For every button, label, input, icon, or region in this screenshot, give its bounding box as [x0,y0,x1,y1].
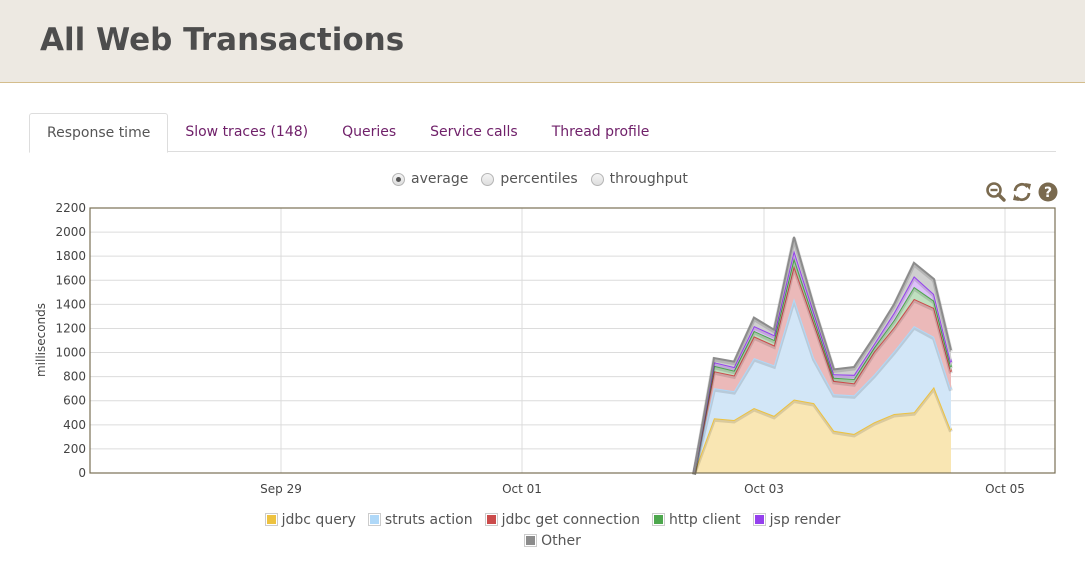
struts-action-area [694,298,951,473]
refresh-icon[interactable] [1011,181,1033,203]
tab-slow-traces[interactable]: Slow traces (148) [185,124,309,140]
legend-item-jdbc-get-connection[interactable]: jdbc get connection [484,511,640,528]
y-tick-label: 0 [78,466,86,480]
radio-button-icon[interactable] [590,172,604,186]
plot-border [89,207,1056,474]
legend-label: http client [669,511,741,528]
chart-legend: jdbc query struts action jdbc get connecti… [0,509,1085,551]
radio-button-icon[interactable] [481,172,495,186]
y-tick-label: 1600 [55,273,86,287]
y-tick-label: 200 [63,442,86,456]
legend-swatch-icon [652,513,665,526]
y-tick-label: 1200 [55,321,86,335]
radio-button-checked-icon[interactable] [392,172,405,186]
legend-item-jsp-render[interactable]: jsp render [752,511,841,528]
legend-item-http-client[interactable]: http client [652,512,741,528]
help-icon[interactable]: ? [1037,181,1059,203]
page-title: All Web Transactions [40,22,405,58]
tab-thread-profile[interactable]: Thread profile [551,124,650,140]
legend-label: jdbc query [281,511,356,528]
legend-swatch-icon [264,513,278,526]
zoom-out-icon[interactable] [985,181,1007,203]
y-tick-label: 1400 [55,297,86,311]
radio-percentiles[interactable]: percentiles [481,171,578,187]
legend-swatch-icon [367,513,381,526]
tab-bar: Response time Slow traces (148) Queries … [29,113,1056,153]
legend-swatch-icon [524,534,538,547]
y-tick-label: 800 [63,370,86,384]
radio-label: average [411,171,469,187]
legend-swatch-icon [752,513,766,526]
chart-axes: 0 200 400 600 800 1000 1200 1400 1600 1800 2000 220… [55,201,1056,496]
svg-text:?: ? [1044,185,1052,201]
legend-label: jsp render [769,511,841,528]
jdbc-query-area [694,386,951,473]
y-tick-label: 1800 [55,249,86,263]
radio-average[interactable]: average [392,171,468,187]
other-line [693,236,952,474]
legend-label: Other [541,532,581,549]
x-tick-label: Sep 29 [260,482,302,496]
x-tick-label: Oct 01 [502,482,542,496]
y-tick-label: 2000 [55,225,86,239]
legend-label: jdbc get connection [501,511,640,528]
tab-queries[interactable]: Queries [342,124,397,140]
tab-service-calls[interactable]: Service calls [430,124,518,140]
x-tick-label: Oct 03 [744,482,784,496]
y-tick-label: 400 [63,418,86,432]
radio-label: percentiles [500,171,578,187]
jdbc-get-connection-area [694,265,951,473]
legend-item-struts-action[interactable]: struts action [367,511,473,528]
legend-row: Other [20,530,1085,551]
legend-swatch-icon [484,513,498,526]
radio-throughput[interactable]: throughput [590,171,688,187]
page-header: All Web Transactions [0,0,1085,83]
y-tick-label: 600 [63,394,86,408]
y-tick-label: 1000 [55,346,86,360]
chart-areas [692,236,953,476]
legend-row: jdbc query struts action jdbc get connecti… [20,509,1085,530]
response-time-chart[interactable]: 0 200 400 600 800 1000 1200 1400 1600 1800 2000 220… [0,0,1085,500]
y-tick-label: 2200 [55,201,86,215]
x-tick-label: Oct 05 [985,482,1025,496]
legend-label: struts action [384,511,473,528]
legend-item-jdbc-query[interactable]: jdbc query [264,511,356,528]
radio-label: throughput [609,171,688,187]
view-option-group: average percentiles throughput [392,170,701,188]
legend-item-other[interactable]: Other [524,533,581,549]
tab-response-time[interactable]: Response time [29,113,169,153]
chart-toolbar: ? [985,181,1059,203]
